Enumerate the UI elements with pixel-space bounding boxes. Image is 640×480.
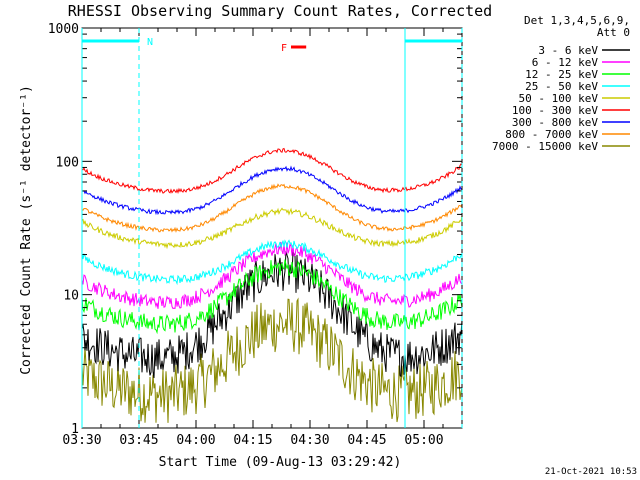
legend-label-1: 6 - 12 keV	[532, 56, 599, 69]
x-tick-label: 04:45	[347, 433, 386, 448]
x-tick-label: 04:15	[233, 433, 272, 448]
axes: 03:30 03:45 04:00 04:15 04:30 04:45 05:00 1 10 10…	[48, 22, 463, 448]
series-line-5	[81, 147, 463, 194]
series-line-0	[81, 250, 463, 379]
x-tick-label: 03:30	[62, 433, 101, 448]
series-line-4	[81, 207, 463, 250]
footer-timestamp: 21-Oct-2021 10:53	[545, 467, 637, 477]
x-axis-label: Start Time (09-Aug-13 03:29:42)	[159, 455, 402, 470]
x-tick-label: 05:00	[404, 433, 443, 448]
series-line-6	[81, 165, 463, 216]
legend-label-5: 100 - 300 keV	[512, 104, 598, 117]
series-line-8	[81, 297, 463, 423]
x-tick-label: 04:00	[176, 433, 215, 448]
chart-title: RHESSI Observing Summary Count Rates, Co…	[68, 2, 492, 20]
legend-label-6: 300 - 800 keV	[512, 116, 598, 129]
legend-label-3: 25 - 50 keV	[525, 80, 598, 93]
legend-label-8: 7000 - 15000 keV	[492, 140, 598, 153]
annotation-label-0: N	[147, 37, 153, 48]
x-tick-label: 04:30	[290, 433, 329, 448]
legend-header-0: Det 1,3,4,5,6,9,	[524, 14, 630, 27]
series-line-2	[81, 259, 463, 335]
series-line-7	[81, 183, 463, 233]
y-tick-label: 1	[71, 422, 79, 437]
series-line-1	[81, 241, 463, 310]
y-tick-label: 1000	[48, 22, 79, 37]
plot-series	[81, 147, 463, 423]
annotations: NF	[81, 28, 463, 428]
legend-label-4: 50 - 100 keV	[519, 92, 599, 105]
series-line-3	[81, 239, 463, 286]
legend-header-1: Att 0	[597, 26, 630, 39]
y-tick-label: 100	[56, 155, 79, 170]
y-tick-label: 10	[63, 289, 79, 304]
x-tick-label: 03:45	[119, 433, 158, 448]
y-axis-label: Corrected Count Rate (s⁻¹ detector⁻¹)	[19, 85, 34, 375]
legend-label-0: 3 - 6 keV	[538, 44, 598, 57]
legend-label-2: 12 - 25 keV	[525, 68, 598, 81]
annotation-label-2: F	[281, 43, 287, 54]
legend-label-7: 800 - 7000 keV	[505, 128, 598, 141]
